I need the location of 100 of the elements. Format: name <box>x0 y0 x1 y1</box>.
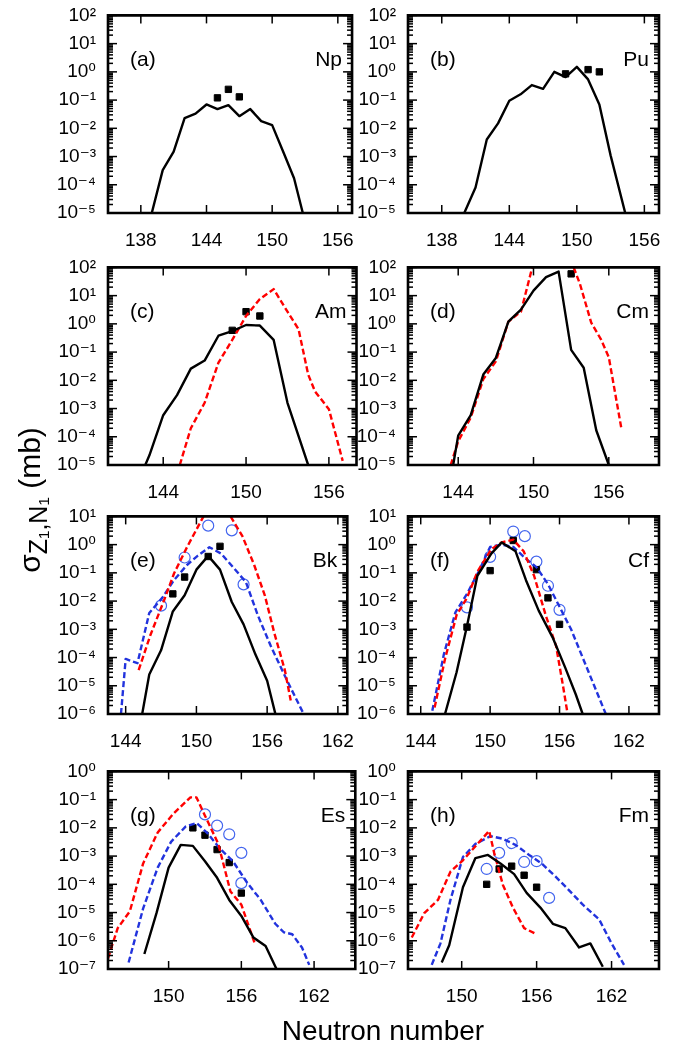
x-tick-label: 162 <box>298 984 330 1006</box>
y-tick-label: 10⁻³ <box>58 844 96 866</box>
y-tick-label: 10⁻⁶ <box>57 929 96 951</box>
annotation: Cf <box>628 548 650 572</box>
annotation: Np <box>315 47 343 71</box>
y-tick-label: 10⁻³ <box>58 617 96 639</box>
x-tick-label: 150 <box>152 984 185 1006</box>
y-tick-label: 10⁰ <box>367 312 396 334</box>
y-tick-label: 10⁻⁵ <box>356 201 396 223</box>
y-tick-label: 10¹ <box>68 31 96 53</box>
x-tick-label: 144 <box>493 228 526 250</box>
y-tick-label: 10⁰ <box>367 532 396 554</box>
x-tick-label: 144 <box>109 729 142 751</box>
x-tick-label: 156 <box>251 729 283 751</box>
annotation: Cm <box>616 299 649 323</box>
annotation: Am <box>315 299 347 323</box>
annotation: (b) <box>430 47 456 71</box>
y-tick-label: 10¹ <box>68 283 96 305</box>
y-tick-label: 10⁰ <box>67 532 96 554</box>
y-tick-label: 10⁻² <box>58 816 96 838</box>
x-tick-label: 156 <box>628 228 661 250</box>
y-tick-label: 10¹ <box>368 504 396 526</box>
x-tick-label: 150 <box>474 729 506 751</box>
y-tick-label: 10⁻² <box>58 116 96 138</box>
y-tick-label: 10⁻⁵ <box>56 201 96 223</box>
y-tick-label: 10⁰ <box>67 60 96 82</box>
x-tick-label: 138 <box>124 228 157 250</box>
y-tick-label: 10⁻³ <box>358 144 396 166</box>
x-tick-label: 162 <box>595 984 628 1006</box>
annotation: (g) <box>130 803 156 827</box>
x-tick-label: 156 <box>543 729 576 751</box>
x-tick-label: 150 <box>256 228 289 250</box>
y-tick-label: 10⁻³ <box>58 396 96 418</box>
y-tick-label: 10² <box>68 255 96 277</box>
x-tick-label: 150 <box>445 984 478 1006</box>
annotation: (c) <box>130 299 155 323</box>
annotation: (d) <box>430 299 456 323</box>
y-tick-label: 10⁻³ <box>58 144 96 166</box>
x-tick-label: 138 <box>425 228 458 250</box>
y-tick-label: 10⁻² <box>58 368 96 390</box>
annotation: (e) <box>130 548 156 572</box>
x-tick-label: 144 <box>147 480 180 502</box>
y-tick-label: 10⁻¹ <box>358 787 396 809</box>
y-tick-label: 10⁻³ <box>358 617 396 639</box>
y-tick-label: 10⁻¹ <box>58 561 96 583</box>
y-tick-label: 10⁻³ <box>358 396 396 418</box>
y-tick-label: 10⁻⁴ <box>356 872 396 894</box>
x-tick-label: 144 <box>190 228 223 250</box>
x-tick-label: 150 <box>230 480 262 502</box>
y-tick-label: 10⁻¹ <box>358 88 396 110</box>
y-tick-label: 10⁻⁵ <box>356 674 396 696</box>
y-tick-label: 10⁰ <box>67 759 96 781</box>
x-tick-label: 144 <box>404 729 438 751</box>
y-tick-label: 10⁻⁴ <box>56 425 96 447</box>
annotation: (h) <box>430 803 456 827</box>
y-tick-label: 10⁰ <box>367 759 396 781</box>
annotation: Bk <box>312 548 338 572</box>
y-tick-label: 10¹ <box>68 504 96 526</box>
x-axis-title: Neutron number <box>280 1014 486 1048</box>
y-tick-label: 10⁻⁵ <box>56 674 96 696</box>
x-tick-label: 156 <box>313 480 345 502</box>
y-tick-label: 10⁻² <box>358 589 396 611</box>
y-tick-label: 10⁻² <box>358 816 396 838</box>
x-tick-label: 150 <box>517 480 550 502</box>
y-tick-label: 10⁻⁴ <box>356 645 396 667</box>
annotation: Es <box>320 803 346 827</box>
y-tick-label: 10⁻⁵ <box>56 453 96 475</box>
y-tick-label: 10⁻⁴ <box>56 872 96 894</box>
y-tick-label: 10⁻⁴ <box>356 173 396 195</box>
y-tick-label: 10⁻⁵ <box>356 453 396 475</box>
annotation: Pu <box>623 47 649 71</box>
x-tick-label: 156 <box>592 480 625 502</box>
annotation: (a) <box>130 47 156 71</box>
y-tick-label: 10⁰ <box>367 60 396 82</box>
x-tick-label: 150 <box>560 228 593 250</box>
y-tick-label: 10⁻⁴ <box>356 425 396 447</box>
y-tick-label: 10⁻⁵ <box>56 900 96 922</box>
y-tick-label: 10⁻⁷ <box>57 957 97 979</box>
y-tick-label: 10² <box>368 255 396 277</box>
y-tick-label: 10⁻⁶ <box>357 702 396 724</box>
x-tick-label: 144 <box>442 480 475 502</box>
x-tick-label: 156 <box>321 228 354 250</box>
x-tick-label: 156 <box>225 984 258 1006</box>
y-tick-label: 10⁻³ <box>358 844 396 866</box>
x-tick-label: 150 <box>180 729 213 751</box>
y-tick-label: 10² <box>368 3 396 25</box>
y-tick-label: 10¹ <box>368 283 396 305</box>
y-tick-label: 10⁰ <box>67 312 96 334</box>
y-tick-label: 10⁻⁷ <box>357 957 397 979</box>
y-tick-label: 10⁻⁴ <box>56 645 96 667</box>
annotation: Fm <box>618 803 649 827</box>
y-tick-label: 10⁻⁵ <box>356 900 396 922</box>
y-tick-label: 10⁻¹ <box>58 340 96 362</box>
y-tick-label: 10⁻² <box>358 116 396 138</box>
y-tick-label: 10¹ <box>368 31 396 53</box>
y-tick-label: 10⁻⁴ <box>56 173 96 195</box>
y-tick-label: 10² <box>68 3 96 25</box>
y-tick-label: 10⁻¹ <box>358 340 396 362</box>
x-tick-label: 162 <box>322 729 354 751</box>
x-tick-label: 156 <box>520 984 553 1006</box>
